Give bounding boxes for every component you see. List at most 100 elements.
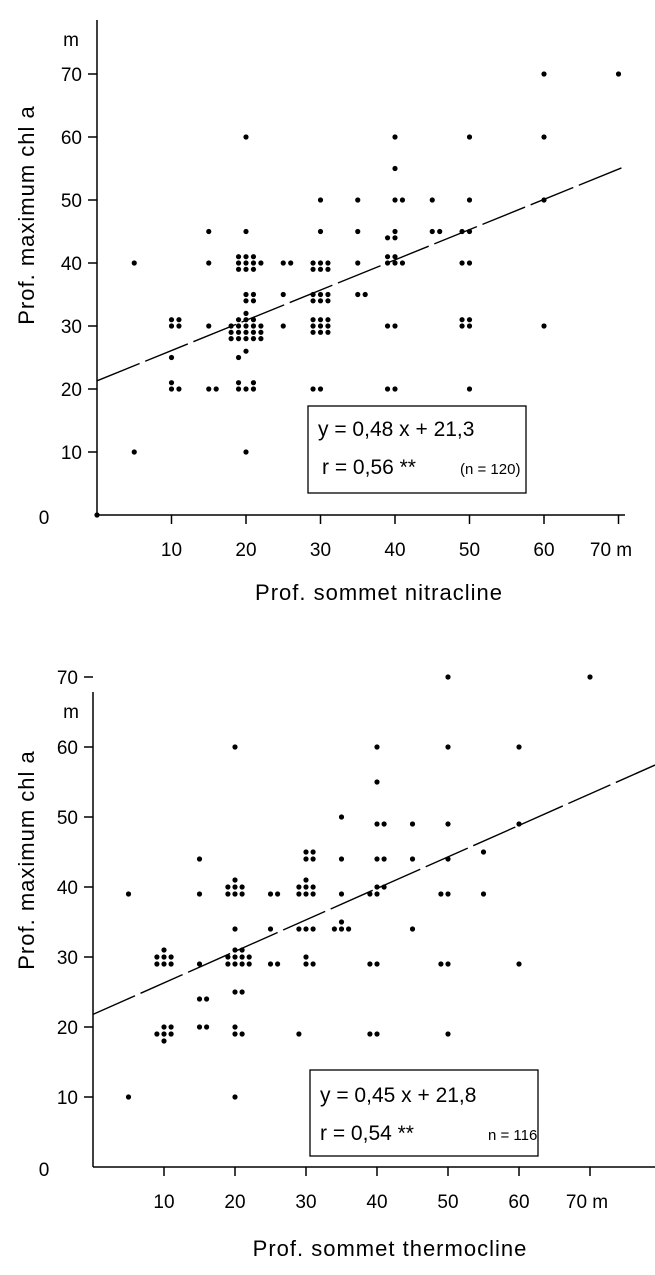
data-point-2 [331,926,337,932]
y-tick-label-1: 70 [61,65,82,86]
data-point-1 [131,260,137,266]
data-point-2 [267,926,274,932]
data-point-2 [239,1031,245,1037]
data-point-2 [374,1031,380,1037]
data-point-1 [317,298,324,304]
sample-size-1: (n = 120) [460,461,520,478]
data-point-2 [310,856,316,862]
equation-1: y = 0,48 x + 21,3 [318,418,474,441]
x-unit-label-1: 70 m [590,540,632,561]
x-tick-label-2: 50 [437,1192,458,1213]
data-point-2 [239,961,245,967]
data-point-2 [161,954,167,960]
data-point-1 [466,386,473,392]
data-point-1 [250,260,257,266]
x-tick-label-2: 60 [508,1192,529,1213]
data-point-1 [392,260,398,266]
data-point-1 [235,323,242,329]
data-point-1 [168,380,175,386]
data-point-2 [196,856,203,862]
data-point-1 [243,449,249,455]
data-point-2 [196,1024,203,1030]
data-point-2 [338,814,345,820]
data-point-1 [176,386,182,392]
data-point-2 [480,849,487,855]
data-point-2 [409,821,416,827]
stats-box-1: y = 0,48 x + 21,3 r = 0,56 ** (n = 120) [307,405,527,494]
data-point-1 [310,266,316,272]
x-unit-label-2: 70 m [566,1192,608,1213]
data-point-1 [250,317,257,323]
data-point-2 [374,891,380,897]
data-point-1 [317,386,324,392]
data-point-2 [303,884,309,890]
x-tick-label-2: 40 [366,1192,387,1213]
data-point-2 [310,926,316,932]
x-tick-label-1: 40 [384,540,405,561]
data-point-1 [280,323,286,329]
x-tick-label-2: 10 [153,1192,174,1213]
data-point-1 [310,317,316,323]
data-point-1 [213,386,219,392]
data-point-2 [232,891,238,897]
data-point-1 [206,323,212,329]
data-point-2 [168,1031,174,1037]
origin-label-1: 0 [39,508,50,529]
data-point-2 [267,961,274,967]
y-unit-label-2: m [63,702,79,723]
data-point-1 [235,254,242,260]
data-point-1 [243,336,249,342]
x-tick-label-1: 20 [235,540,256,561]
y-tick-label-2: 20 [57,1018,78,1039]
data-point-1 [243,254,249,260]
data-point-2 [338,919,345,925]
data-point-2 [445,856,451,862]
data-point-2 [296,891,302,897]
plot-area-2: 10 20 30 40 50 60 70 10 20 30 40 50 60 [57,668,655,1213]
data-point-1 [317,260,324,266]
data-point-2 [296,884,302,890]
data-point-1 [541,323,547,329]
data-point-1 [250,336,257,342]
data-point-2 [381,884,387,890]
data-point-2 [267,891,274,897]
data-point-1 [317,323,324,329]
data-point-2 [303,877,309,883]
data-point-1 [243,134,249,140]
data-point-1 [392,134,398,140]
data-point-1 [243,317,249,323]
data-point-1 [310,329,316,335]
y-axis-title-1: Prof. maximum chl a [14,105,39,325]
data-point-1 [94,512,100,518]
data-point-2 [168,954,174,960]
data-point-1 [176,317,182,323]
data-point-2 [161,961,167,967]
y-tick-label-1: 40 [61,254,82,275]
correlation-1: r = 0,56 ** [322,456,416,479]
data-point-2 [225,954,231,960]
data-point-1 [235,336,242,342]
data-point-2 [374,821,380,827]
data-point-2 [296,926,302,932]
data-point-2 [125,1094,132,1100]
data-point-1 [325,298,331,304]
data-point-1 [243,323,249,329]
data-point-1 [392,386,398,392]
data-point-2 [232,877,238,883]
data-point-1 [250,329,257,335]
data-point-1 [392,323,398,329]
data-point-1 [228,336,234,342]
data-point-2 [381,821,387,827]
data-point-2 [246,954,252,960]
data-point-1 [466,317,473,323]
data-point-1 [355,260,361,266]
data-point-2 [232,744,238,750]
data-point-1 [131,449,137,455]
data-point-1 [399,197,406,203]
data-point-2 [246,961,252,967]
data-point-2 [303,856,309,862]
y-tick-label-2: 70 [57,668,78,689]
data-point-1 [325,291,331,298]
data-point-2 [310,884,316,890]
data-point-2 [409,926,416,932]
